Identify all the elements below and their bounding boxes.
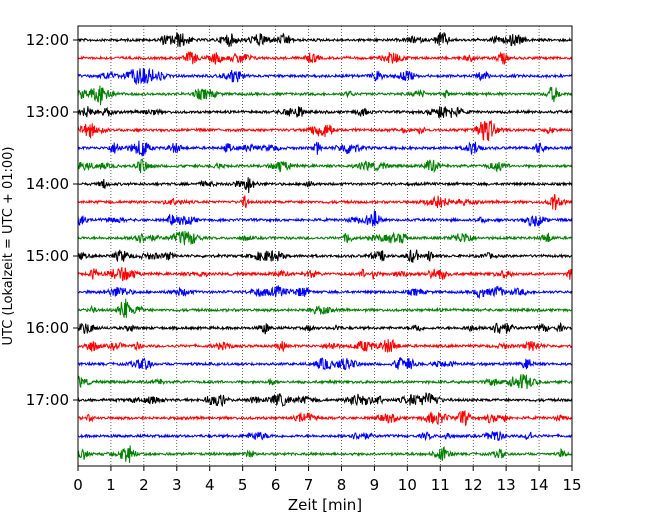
x-tick-label: 6 [271, 476, 281, 494]
trace-1700 [77, 392, 573, 408]
x-tick-label: 15 [562, 476, 581, 494]
trace-1545 [77, 298, 573, 318]
x-tick-label: 10 [398, 476, 417, 494]
x-tick-label: 3 [172, 476, 182, 494]
x-axis-ticks: 0 1 2 3 4 5 6 7 8 9 10 11 12 13 14 15 [73, 466, 582, 494]
x-tick-label: 7 [304, 476, 314, 494]
x-tick-label: 8 [337, 476, 347, 494]
y-tick-label: 16:00 [26, 319, 69, 337]
trace-1745 [77, 445, 573, 463]
x-tick-label: 13 [497, 476, 516, 494]
trace-1715 [77, 410, 573, 427]
y-tick-label: 14:00 [26, 175, 69, 193]
y-tick-label: 17:00 [26, 391, 69, 409]
trace-1215 [77, 50, 573, 66]
trace-1400 [77, 177, 573, 194]
trace-1300 [77, 106, 573, 119]
trace-1615 [77, 339, 573, 353]
y-tick-label: 12:00 [26, 31, 69, 49]
trace-1415 [77, 193, 573, 211]
x-tick-label: 0 [73, 476, 83, 494]
trace-1445 [77, 230, 573, 246]
trace-1530 [77, 285, 573, 299]
y-axis-ticks: 12:00 13:00 14:00 15:00 16:00 17:00 [26, 31, 78, 409]
trace-1730 [77, 431, 573, 442]
trace-1230 [77, 67, 573, 86]
x-tick-label: 5 [238, 476, 248, 494]
trace-1330 [77, 140, 573, 157]
trace-1245 [77, 85, 573, 106]
plot-frame [77, 25, 573, 467]
x-tick-label: 12 [464, 476, 483, 494]
trace-1515 [77, 267, 573, 282]
x-tick-label: 11 [431, 476, 450, 494]
y-tick-label: 15:00 [26, 247, 69, 265]
trace-1500 [77, 249, 573, 263]
x-tick-label: 4 [205, 476, 215, 494]
trace-1200 [77, 32, 573, 48]
x-tick-label: 1 [106, 476, 116, 494]
x-tick-label: 2 [139, 476, 149, 494]
vertical-grid [110, 26, 540, 466]
x-axis-label: Zeit [min] [288, 496, 362, 514]
x-tick-label: 9 [370, 476, 380, 494]
plot-area [78, 26, 572, 466]
y-axis-label: UTC (Lokalzeit = UTC + 01:00) [1, 147, 16, 346]
trace-1430 [77, 210, 573, 228]
trace-1600 [77, 321, 573, 335]
trace-1630 [77, 356, 573, 371]
x-tick-label: 14 [530, 476, 549, 494]
trace-1345 [77, 158, 573, 174]
y-tick-label: 13:00 [26, 103, 69, 121]
trace-1315 [77, 120, 573, 142]
seismic-traces [77, 32, 573, 463]
trace-1645 [77, 373, 573, 390]
